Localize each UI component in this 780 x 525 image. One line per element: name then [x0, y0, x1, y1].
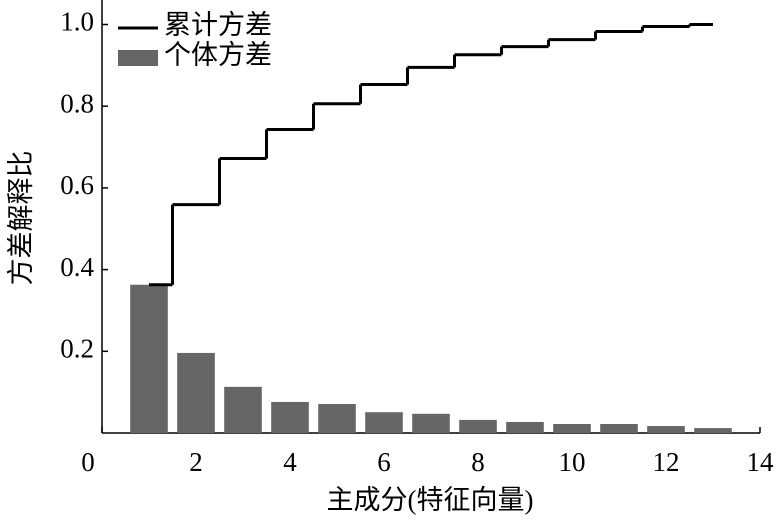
bar: [224, 386, 262, 433]
y-tick-label: 0.4: [60, 252, 94, 282]
bar: [177, 352, 215, 433]
x-axis-label: 主成分(特征向量): [327, 485, 534, 515]
bar: [365, 412, 403, 433]
y-axis-label: 方差解释比: [6, 151, 36, 286]
x-tick-label: 4: [283, 447, 297, 477]
x-tick-label: 14: [747, 447, 775, 477]
bar: [506, 421, 544, 433]
legend-swatch: [118, 50, 158, 66]
bar: [600, 424, 638, 433]
bar: [318, 403, 356, 433]
y-tick-label: 0.8: [60, 88, 94, 118]
y-tick-label: 0.6: [60, 170, 94, 200]
y-tick-label: 0.2: [60, 334, 94, 364]
legend-label: 个体方差: [164, 40, 272, 70]
x-tick-label: 10: [559, 447, 586, 477]
legend-label: 累计方差: [164, 10, 272, 40]
x-tick-label: 6: [377, 447, 391, 477]
x-tick-label: 0: [81, 447, 95, 477]
x-tick-label: 8: [471, 447, 485, 477]
bar: [694, 428, 732, 433]
bar: [130, 284, 168, 433]
bar: [271, 401, 309, 433]
bar: [553, 424, 591, 433]
bar: [459, 419, 497, 433]
bar: [412, 413, 450, 433]
x-tick-label: 12: [653, 447, 680, 477]
bar: [647, 426, 685, 433]
y-tick-label: 1.0: [60, 7, 94, 37]
x-tick-label: 2: [189, 447, 203, 477]
